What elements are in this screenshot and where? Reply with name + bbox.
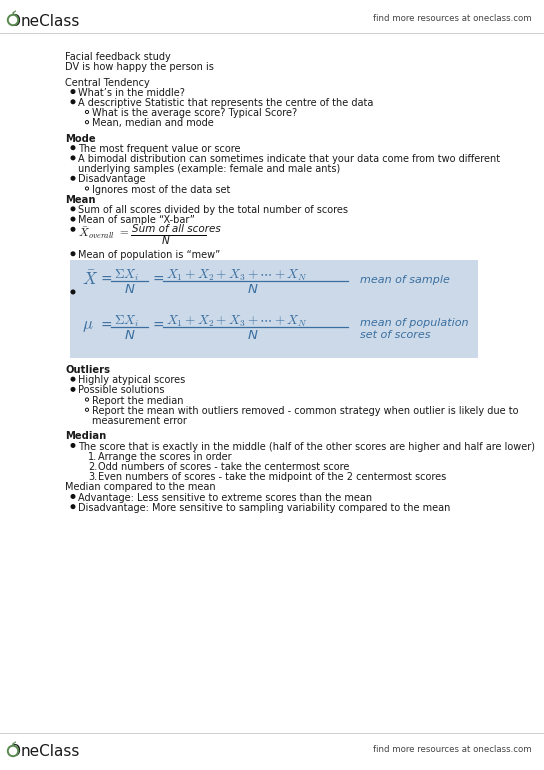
Text: $X_1 + X_2 + X_3 + \cdots + X_N$: $X_1 + X_2 + X_3 + \cdots + X_N$ [166, 268, 308, 283]
Text: mean of sample: mean of sample [360, 275, 450, 285]
Text: $X_1 + X_2 + X_3 + \cdots + X_N$: $X_1 + X_2 + X_3 + \cdots + X_N$ [166, 314, 308, 330]
Text: O: O [9, 745, 21, 759]
Circle shape [9, 16, 16, 24]
Text: underlying samples (example: female and male ants): underlying samples (example: female and … [78, 164, 340, 174]
Text: N: N [248, 283, 258, 296]
Text: The score that is exactly in the middle (half of the other scores are higher and: The score that is exactly in the middle … [78, 441, 535, 451]
Text: What’s in the middle?: What’s in the middle? [78, 88, 185, 98]
Text: N: N [162, 236, 170, 246]
Circle shape [71, 505, 75, 508]
Circle shape [71, 176, 75, 180]
Text: $\Sigma X_i$: $\Sigma X_i$ [114, 314, 139, 330]
Text: find more resources at oneclass.com: find more resources at oneclass.com [373, 14, 532, 23]
Text: DV is how happy the person is: DV is how happy the person is [65, 62, 214, 72]
Circle shape [71, 494, 75, 498]
Text: $=$: $=$ [118, 226, 130, 236]
Text: $\bar{X}$: $\bar{X}$ [82, 270, 98, 289]
Text: The most frequent value or score: The most frequent value or score [78, 144, 240, 154]
Text: Advantage: Less sensitive to extreme scores than the mean: Advantage: Less sensitive to extreme sco… [78, 493, 372, 503]
Text: What is the average score? Typical Score?: What is the average score? Typical Score… [92, 108, 297, 118]
Text: $\Sigma X_i$: $\Sigma X_i$ [114, 268, 139, 283]
Circle shape [71, 156, 75, 159]
Text: Disadvantage: More sensitive to sampling variability compared to the mean: Disadvantage: More sensitive to sampling… [78, 503, 450, 513]
Text: Arrange the scores in order: Arrange the scores in order [98, 452, 232, 462]
Text: N: N [248, 329, 258, 342]
Text: Mean: Mean [65, 195, 96, 205]
FancyBboxPatch shape [70, 260, 478, 358]
Text: 2.: 2. [88, 462, 97, 472]
Text: Outliers: Outliers [65, 365, 110, 375]
Text: set of scores: set of scores [360, 330, 430, 340]
Circle shape [71, 444, 75, 447]
Text: A bimodal distribution can sometimes indicate that your data come from two diffe: A bimodal distribution can sometimes ind… [78, 154, 500, 164]
Circle shape [71, 290, 75, 294]
Circle shape [8, 15, 18, 25]
Text: Mode: Mode [65, 134, 96, 143]
Circle shape [9, 748, 16, 755]
Text: Highly atypical scores: Highly atypical scores [78, 375, 186, 385]
Circle shape [71, 100, 75, 104]
Text: =: = [153, 273, 165, 287]
Text: 1.: 1. [88, 452, 97, 462]
Text: Facial feedback study: Facial feedback study [65, 52, 171, 62]
Text: Mean of population is “mew”: Mean of population is “mew” [78, 250, 220, 260]
Text: Possible solutions: Possible solutions [78, 386, 164, 396]
Text: A descriptive Statistic that represents the centre of the data: A descriptive Statistic that represents … [78, 98, 373, 108]
Circle shape [71, 387, 75, 391]
Text: 3.: 3. [88, 472, 97, 482]
Text: =: = [100, 273, 112, 287]
Text: Report the mean with outliers removed - common strategy when outlier is likely d: Report the mean with outliers removed - … [92, 406, 518, 416]
Text: N: N [125, 283, 135, 296]
Circle shape [8, 745, 18, 756]
Circle shape [71, 146, 75, 149]
Text: =: = [153, 319, 165, 333]
Text: neClass: neClass [21, 14, 81, 28]
Text: neClass: neClass [21, 745, 81, 759]
Circle shape [71, 377, 75, 381]
Text: Median compared to the mean: Median compared to the mean [65, 482, 215, 492]
Text: N: N [125, 329, 135, 342]
Text: =: = [100, 319, 112, 333]
Circle shape [71, 227, 75, 231]
Circle shape [71, 217, 75, 221]
Circle shape [71, 90, 75, 93]
Text: Report the median: Report the median [92, 396, 183, 406]
Text: Ignores most of the data set: Ignores most of the data set [92, 185, 230, 195]
Text: Sum of all scores divided by the total number of scores: Sum of all scores divided by the total n… [78, 205, 348, 215]
Text: Disadvantage: Disadvantage [78, 174, 146, 184]
Text: Central Tendency: Central Tendency [65, 78, 150, 88]
Text: Sum of all scores: Sum of all scores [132, 224, 221, 234]
Text: find more resources at oneclass.com: find more resources at oneclass.com [373, 745, 532, 754]
Circle shape [71, 207, 75, 211]
Text: Mean, median and mode: Mean, median and mode [92, 119, 214, 129]
Text: mean of population: mean of population [360, 318, 468, 328]
Text: Even numbers of scores - take the midpoint of the 2 centermost scores: Even numbers of scores - take the midpoi… [98, 472, 446, 482]
Text: measurement error: measurement error [92, 416, 187, 426]
Text: $\mu$: $\mu$ [82, 316, 94, 334]
Text: O: O [9, 14, 21, 28]
Circle shape [71, 252, 75, 256]
Text: Mean of sample “X-bar”: Mean of sample “X-bar” [78, 215, 195, 225]
Text: $\bar{X}_{overall}$: $\bar{X}_{overall}$ [78, 226, 115, 241]
Text: Median: Median [65, 431, 106, 441]
Text: Odd numbers of scores - take the centermost score: Odd numbers of scores - take the centerm… [98, 462, 349, 472]
